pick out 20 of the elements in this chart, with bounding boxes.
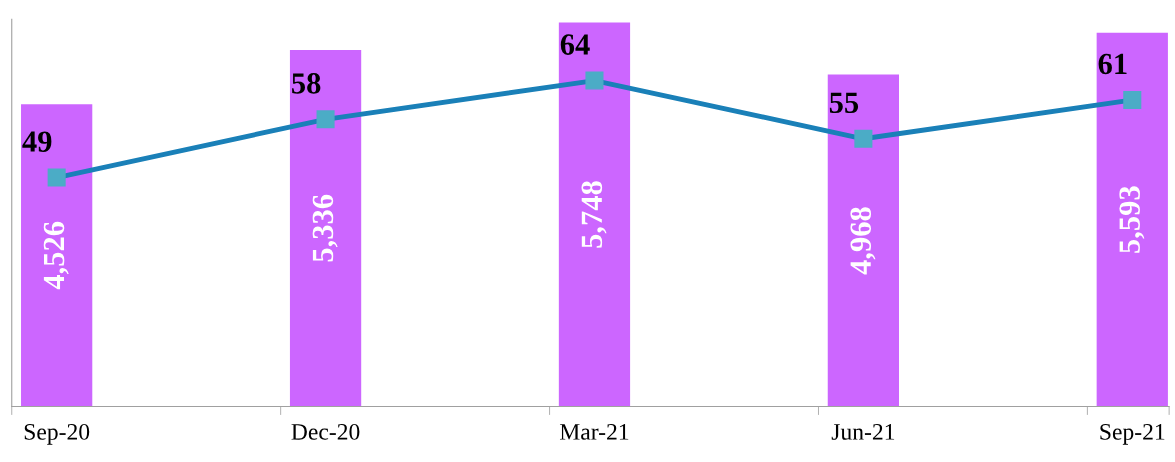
bar (1096, 32, 1168, 407)
data-label: 4,968 (850, 207, 876, 275)
data-label: 55 (829, 92, 859, 114)
x-tick-label: Jun-21 (831, 423, 895, 440)
bar (289, 50, 362, 407)
x-tick-label: Sep-20 (24, 423, 90, 445)
data-label: 58 (292, 73, 321, 94)
data-label: 5,593 (1119, 186, 1145, 253)
x-tick-label: Sep-21 (1100, 423, 1165, 445)
data-label: 64 (560, 34, 590, 55)
data-label: 61 (1098, 53, 1127, 75)
x-tick-label: Dec-20 (291, 423, 360, 440)
data-label: 5,336 (312, 194, 338, 262)
bar (21, 104, 93, 407)
data-label: 4,526 (43, 221, 69, 290)
bar (827, 74, 900, 407)
bar (558, 22, 631, 407)
data-label: 49 (22, 131, 52, 152)
data-label: 5,748 (581, 181, 607, 248)
x-tick-label: Mar-21 (559, 423, 629, 440)
